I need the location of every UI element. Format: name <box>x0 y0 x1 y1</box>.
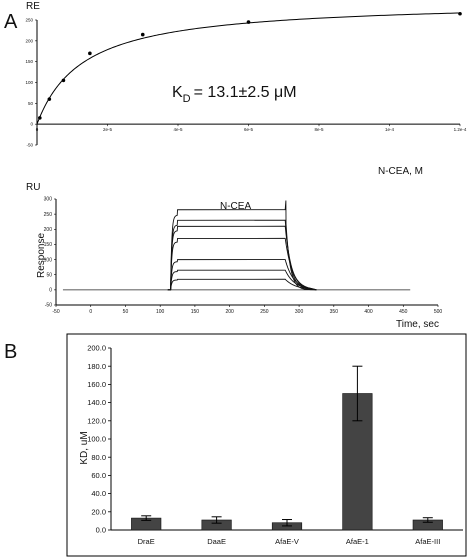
sensorgram-y-tick-label: 50 <box>46 272 52 278</box>
bar-chart-frame <box>66 333 467 557</box>
bar-y-tick-label: 180.0 <box>87 362 106 371</box>
saturation-plot: RE N-CEA, M KD = 13.1±2.5 μM -50 0 50 100 150… <box>25 1 466 177</box>
sensorgram-y-tick-label: 200 <box>44 227 53 233</box>
saturation-y-tick-label: 0 <box>30 122 33 127</box>
sensorgram-x-tick-label: 250 <box>260 309 269 315</box>
bar-category-label: AfaE-III <box>415 537 440 546</box>
sensorgram-x-tick-label: -50 <box>52 309 59 315</box>
bar-y-tick-label: 0.0 <box>96 526 106 535</box>
sensorgram-y-label: Response <box>36 233 47 278</box>
bar-category-label: DaaE <box>207 537 226 546</box>
kd-value: = 13.1±2.5 μM <box>194 84 297 101</box>
sensorgram-y-tick-label: 100 <box>44 257 53 263</box>
bar-y-tick-label: 80.0 <box>91 453 106 462</box>
sensorgram-plot: RU N-CEA Response Time, sec -50 0 50 100 150… <box>26 182 442 330</box>
saturation-data-point <box>38 116 42 120</box>
sensorgram-x-tick-label: 400 <box>364 309 373 315</box>
saturation-x-tick-label: 6e-5 <box>244 127 254 132</box>
bar-category-label: AfaE-1 <box>346 537 369 546</box>
sensorgram-unit-label: RU <box>26 182 40 193</box>
sensorgram-x-tick-label: 450 <box>399 309 408 315</box>
saturation-x-tick-label: 8e-5 <box>314 127 324 132</box>
sensorgram-x-tick-label: 0 <box>89 309 92 315</box>
sensorgram-title: N-CEA <box>220 201 251 212</box>
kd-k: K <box>172 84 183 101</box>
sensorgram-x-label: Time, sec <box>396 319 439 330</box>
sensorgram-x-tick-label: 350 <box>330 309 339 315</box>
sensorgram-y-tick-label: 150 <box>44 242 53 248</box>
saturation-x-tick-label: 0 <box>36 127 39 132</box>
saturation-x-tick-label: 1e-4 <box>385 127 395 132</box>
sensorgram-x-tick-label: 100 <box>156 309 165 315</box>
saturation-y-tick-label: 250 <box>25 18 33 23</box>
sensorgram-y-tick-label: 250 <box>44 212 53 218</box>
bar-category-label: DraE <box>138 537 155 546</box>
bar-category-label: AfaE-V <box>275 537 299 546</box>
bar-y-tick-label: 200.0 <box>87 344 106 353</box>
sensorgram-curve <box>167 278 317 291</box>
sensorgram-curve <box>167 237 317 291</box>
bar-chart: KD, uM 0.0 20.0 40.0 60.0 80.0 100.0 120.0 140.… <box>79 344 463 546</box>
saturation-data-point <box>246 20 251 24</box>
saturation-y-label: RE <box>26 1 40 12</box>
kd-annotation: KD = 13.1±2.5 μM <box>172 84 297 105</box>
saturation-y-tick-label: 200 <box>25 38 33 43</box>
sensorgram-x-tick-label: 200 <box>225 309 234 315</box>
saturation-fit-curve <box>36 12 461 125</box>
sensorgram-y-tick-label: 0 <box>49 288 52 294</box>
sensorgram-curve <box>167 259 317 291</box>
panel-label-a: A <box>4 11 18 33</box>
sensorgram-x-tick-label: 300 <box>295 309 304 315</box>
saturation-x-label: N-CEA, M <box>378 166 423 177</box>
saturation-data-point <box>47 97 52 101</box>
saturation-y-tick-label: 50 <box>28 101 34 106</box>
bar-y-tick-label: 120.0 <box>87 416 106 425</box>
saturation-x-tick-label: 4e-5 <box>173 127 183 132</box>
bar-y-tick-label: 20.0 <box>91 507 106 516</box>
bar-y-label: KD, uM <box>79 431 90 464</box>
saturation-y-tick-label: -50 <box>26 143 33 148</box>
bar-y-tick-label: 100.0 <box>87 435 106 444</box>
saturation-y-tick-label: 100 <box>25 80 33 85</box>
saturation-x-tick-label: 1.2e-4 <box>454 127 467 132</box>
bar-y-tick-label: 160.0 <box>87 380 106 389</box>
bar-y-tick-label: 60.0 <box>91 471 106 480</box>
saturation-y-tick-label: 150 <box>25 59 33 64</box>
sensorgram-x-tick-label: 500 <box>434 309 443 315</box>
bar-y-tick-label: 40.0 <box>91 489 106 498</box>
saturation-data-point <box>140 32 145 37</box>
saturation-x-tick-label: 2e-5 <box>103 127 113 132</box>
saturation-data-point <box>458 11 462 16</box>
bar-y-tick-label: 140.0 <box>87 398 106 407</box>
panel-label-b: B <box>4 341 17 363</box>
saturation-data-point <box>88 51 92 56</box>
sensorgram-curve <box>167 269 317 291</box>
kd-subscript: D <box>183 93 191 105</box>
saturation-data-point <box>61 78 66 83</box>
sensorgram-y-tick-label: -50 <box>45 303 52 309</box>
sensorgram-x-tick-label: 50 <box>123 309 129 315</box>
sensorgram-x-tick-label: 150 <box>191 309 200 315</box>
sensorgram-y-tick-label: 300 <box>44 197 53 203</box>
